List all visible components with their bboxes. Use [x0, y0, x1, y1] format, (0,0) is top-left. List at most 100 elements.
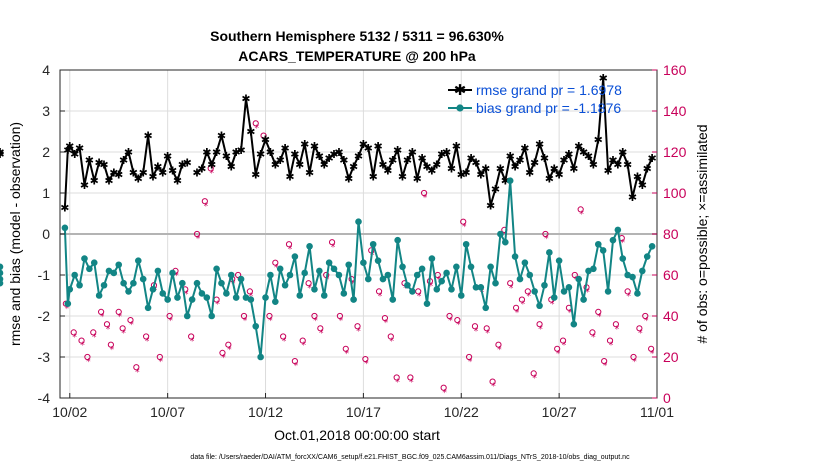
rmse-point: ✱ — [329, 148, 338, 161]
x-tick-label: 10/07 — [150, 404, 185, 420]
rmse-point: ✱ — [422, 160, 431, 173]
bias-point — [423, 300, 431, 308]
bias-point — [634, 290, 641, 297]
bias-point — [541, 281, 548, 289]
y2-tick-label: 100 — [663, 185, 687, 201]
x-tick-label: 10/22 — [444, 404, 479, 420]
bias-point — [531, 288, 538, 295]
bias-point — [164, 296, 171, 303]
obs-assimilated-point: * — [100, 313, 105, 323]
obs-assimilated-point: * — [497, 345, 502, 355]
obs-assimilated-point: * — [632, 358, 637, 368]
rmse-point: ✱ — [569, 162, 578, 175]
obs-possible-point — [571, 271, 578, 279]
obs-assimilated-point: * — [110, 345, 115, 355]
obs-assimilated-point: * — [364, 360, 369, 370]
obs-assimilated-series: ****************************************… — [65, 124, 655, 398]
bias-point — [213, 265, 220, 273]
rmse-point: ✱ — [608, 154, 617, 167]
obs-assimilated-point: * — [294, 362, 299, 372]
rmse-point: ✱ — [501, 175, 510, 188]
obs-assimilated-point: * — [227, 345, 232, 355]
bias-point — [86, 265, 93, 273]
rmse-point: ✱ — [515, 154, 524, 167]
bias-point — [149, 286, 157, 293]
obs-assimilated-point: * — [390, 337, 395, 347]
rmse-point: ✱ — [266, 146, 275, 159]
obs-possible-point — [648, 345, 655, 352]
y2-tick-label: 40 — [663, 308, 679, 324]
obs-assimilated-point: * — [403, 284, 408, 294]
y2-tick-label: 60 — [663, 267, 679, 283]
bias-point — [487, 263, 494, 271]
bias-point — [262, 294, 269, 301]
y2-tick-label: 20 — [663, 349, 679, 365]
rmse-point: ✱ — [510, 160, 519, 173]
bias-point — [418, 265, 426, 273]
obs-assimilated-point: * — [190, 337, 195, 347]
rmse-point: ✱ — [222, 150, 231, 163]
bias-point — [453, 263, 460, 271]
bias-point — [457, 292, 465, 299]
bias-point — [64, 300, 72, 308]
rmse-point: ✱ — [643, 162, 652, 175]
rmse-point: ✱ — [153, 160, 162, 173]
x-tick-label: 10/12 — [248, 404, 283, 420]
obs-assimilated-point: * — [282, 337, 287, 347]
bias-point — [291, 253, 299, 260]
obs-possible-point — [78, 337, 85, 344]
bias-point — [369, 240, 377, 248]
rmse-point: ✱ — [310, 140, 319, 153]
bias-point — [61, 224, 69, 232]
obs-possible-point — [336, 312, 344, 320]
obs-possible-point — [133, 364, 140, 371]
obs-assimilated-point: * — [448, 317, 453, 327]
rmse-point: ✱ — [545, 173, 554, 186]
y-axis-left-ticks: -4 -3 -2 -1 0 1 2 3 4 — [38, 62, 65, 406]
rmse-point: ✱ — [271, 158, 280, 171]
obs-possible-point — [554, 345, 561, 352]
obs-possible-point — [471, 323, 479, 330]
rmse-point: ✱ — [471, 156, 480, 169]
bias-point — [100, 281, 108, 289]
obs-possible-point — [446, 312, 453, 320]
rmse-point: ✱ — [550, 162, 559, 175]
bias-point — [286, 271, 294, 279]
bias-point — [536, 302, 543, 310]
rmse-point: ✱ — [535, 138, 544, 151]
x-tick-label: 10/02 — [52, 404, 87, 420]
obs-possible-point — [483, 325, 490, 332]
bias-point — [409, 288, 416, 295]
bias-series — [0, 177, 656, 361]
bias-point — [472, 284, 480, 291]
obs-assimilated-point: * — [145, 337, 150, 347]
bias-point — [325, 259, 333, 267]
obs-assimilated-point: * — [615, 325, 620, 335]
obs-assimilated-point: * — [168, 317, 173, 327]
obs-possible-point — [84, 353, 91, 361]
obs-assimilated-point: * — [65, 304, 70, 314]
rmse-point: ✱ — [95, 156, 104, 169]
bias-point — [252, 322, 260, 330]
obs-possible-point — [166, 312, 173, 320]
obs-possible-point — [362, 355, 369, 363]
rmse-point: ✱ — [143, 130, 152, 143]
obs-possible-point — [507, 280, 514, 287]
rmse-point: ✱ — [413, 173, 422, 186]
rmse-point: ✱ — [525, 167, 534, 180]
rmse-point: ✱ — [295, 158, 304, 171]
rmse-point: ✱ — [276, 154, 285, 167]
bias-line — [63, 179, 654, 358]
rmse-point: ✱ — [207, 158, 216, 171]
legend-bias-marker — [456, 104, 464, 112]
rmse-point: ✱ — [173, 175, 182, 188]
rmse-series: ✱✱✱✱✱✱✱✱✱✱✱✱✱✱✱✱✱✱✱✱✱✱✱✱✱✱✱✱✱✱✱✱✱✱✱✱✱✱✱✱… — [0, 72, 657, 214]
rmse-point: ✱ — [647, 152, 656, 165]
rmse-point: ✱ — [618, 146, 627, 159]
obs-possible-point — [219, 349, 226, 356]
rmse-point: ✱ — [452, 140, 461, 153]
obs-possible-point — [342, 345, 349, 352]
bias-point — [643, 253, 651, 260]
rmse-point: ✱ — [496, 162, 505, 175]
